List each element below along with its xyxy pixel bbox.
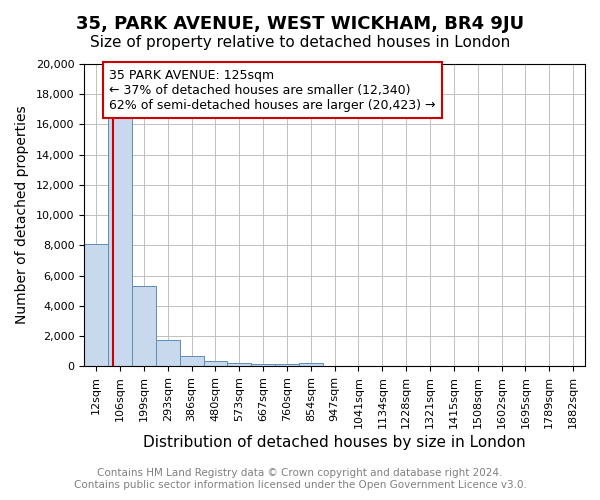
Bar [203, 361, 227, 366]
X-axis label: Distribution of detached houses by size in London: Distribution of detached houses by size … [143, 435, 526, 450]
Bar [84, 244, 108, 366]
Bar [251, 364, 275, 366]
Bar [156, 340, 179, 366]
Bar [227, 363, 251, 366]
Bar [179, 356, 203, 366]
Text: 35, PARK AVENUE, WEST WICKHAM, BR4 9JU: 35, PARK AVENUE, WEST WICKHAM, BR4 9JU [76, 15, 524, 33]
Bar [299, 363, 323, 366]
Bar [132, 286, 156, 366]
Text: Contains HM Land Registry data © Crown copyright and database right 2024.
Contai: Contains HM Land Registry data © Crown c… [74, 468, 526, 490]
Text: Size of property relative to detached houses in London: Size of property relative to detached ho… [90, 35, 510, 50]
Text: 35 PARK AVENUE: 125sqm
← 37% of detached houses are smaller (12,340)
62% of semi: 35 PARK AVENUE: 125sqm ← 37% of detached… [109, 68, 436, 112]
Y-axis label: Number of detached properties: Number of detached properties [15, 106, 29, 324]
Bar [275, 364, 299, 366]
Bar [108, 114, 132, 366]
